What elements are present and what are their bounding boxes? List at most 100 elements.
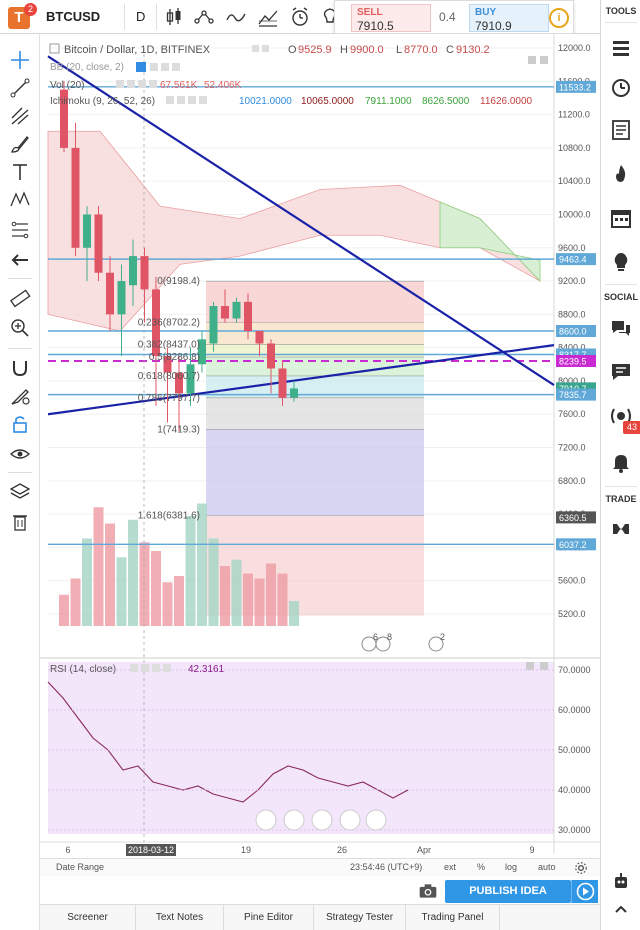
vol-settings-icon[interactable] <box>127 80 135 88</box>
publish-video-button[interactable] <box>571 880 598 903</box>
alerts-clock-icon[interactable] <box>609 76 633 100</box>
candle-style-icon[interactable] <box>162 5 186 29</box>
date-range-button[interactable]: Date Range <box>56 862 105 872</box>
vol-eye-icon[interactable] <box>116 80 124 88</box>
us-flag-icon[interactable] <box>375 636 391 652</box>
tab-strategy-tester[interactable]: Strategy Tester <box>314 905 406 930</box>
magnet-icon[interactable] <box>8 356 32 380</box>
idea-lightbulb-icon[interactable] <box>318 5 342 29</box>
bb-toggle-icon[interactable] <box>136 62 146 72</box>
bb-add-icon[interactable] <box>161 63 169 71</box>
vol-close-icon[interactable] <box>149 80 157 88</box>
vol-add-icon[interactable] <box>138 80 146 88</box>
pitchfork-icon[interactable] <box>8 104 32 128</box>
alert-clock-icon[interactable] <box>288 5 312 29</box>
fib-retracement-icon[interactable] <box>8 218 32 242</box>
symbol-search-button[interactable]: BTCUSD <box>46 9 101 24</box>
price-tag-label: 11533.2 <box>559 82 591 92</box>
indicators-icon[interactable] <box>224 5 248 29</box>
chart-navigation[interactable] <box>255 809 387 831</box>
pattern-icon[interactable] <box>8 188 32 212</box>
tab-pine-editor[interactable]: Pine Editor <box>224 905 314 930</box>
ichimoku-eye-icon[interactable] <box>166 96 174 104</box>
bb-close-icon[interactable] <box>172 63 180 71</box>
rsi-legend: RSI (14, close) 42.3161 <box>50 662 548 675</box>
chat-icon[interactable] <box>609 316 633 340</box>
legend-settings-icon[interactable] <box>262 45 269 52</box>
ichimoku-cloud <box>47 130 541 332</box>
sell-button[interactable]: SELL 7910.5 <box>351 4 431 33</box>
rsi-pane-close-icon[interactable] <box>540 662 548 670</box>
price-tick-label: 9600.0 <box>558 243 586 253</box>
chart-area[interactable]: 12000.011600.011200.010800.010400.010000… <box>40 34 600 880</box>
trading-arrows-icon[interactable] <box>609 518 633 542</box>
time-axis[interactable]: 6 2018-03-12 19 26 Apr 9 <box>40 841 600 856</box>
info-icon[interactable]: i <box>549 8 569 28</box>
brush-icon[interactable] <box>8 132 32 156</box>
ruler-icon[interactable] <box>8 286 32 310</box>
idea-bulb-icon[interactable] <box>609 250 633 274</box>
calendar-icon[interactable] <box>609 206 633 230</box>
collapse-legend-icon[interactable] <box>49 43 60 54</box>
candle-body <box>117 281 126 315</box>
rsi-eye-icon[interactable] <box>130 664 138 672</box>
percent-toggle[interactable]: % <box>477 862 486 872</box>
zoom-out-icon[interactable] <box>283 809 305 831</box>
rsi-pane-more-icon[interactable] <box>526 662 534 670</box>
tab-screener[interactable]: Screener <box>40 905 136 930</box>
text-tool-icon[interactable] <box>8 160 32 184</box>
notifications-bell-icon[interactable] <box>609 450 633 474</box>
camera-icon[interactable] <box>418 882 438 900</box>
log-toggle[interactable]: log <box>505 862 518 872</box>
lock-icon[interactable] <box>8 412 32 436</box>
candle-body <box>106 272 114 315</box>
buy-button[interactable]: BUY 7910.9 <box>469 4 549 33</box>
legend-eye-icon[interactable] <box>252 45 259 52</box>
ext-toggle[interactable]: ext <box>444 862 457 872</box>
candle-body <box>267 343 275 369</box>
pane-more-icon[interactable] <box>528 56 536 64</box>
reset-icon[interactable] <box>339 809 361 831</box>
us-flag-icon[interactable] <box>428 636 444 652</box>
pane-close-icon[interactable] <box>540 56 548 64</box>
templates-icon[interactable] <box>256 5 280 29</box>
expand-arrow-icon[interactable] <box>609 898 633 922</box>
eye-icon[interactable] <box>8 442 32 466</box>
rsi-add-icon[interactable] <box>152 664 160 672</box>
robot-icon[interactable] <box>609 870 633 894</box>
chat-list-icon[interactable] <box>609 360 633 384</box>
trash-icon[interactable] <box>8 510 32 534</box>
data-window-icon[interactable] <box>609 118 633 142</box>
rsi-settings-icon[interactable] <box>141 664 149 672</box>
chart-settings-gear-icon[interactable] <box>574 861 588 875</box>
auto-toggle[interactable]: auto <box>538 862 556 872</box>
compare-icon[interactable] <box>192 5 216 29</box>
stay-in-drawing-mode-icon[interactable] <box>8 384 32 408</box>
back-arrow-icon[interactable] <box>8 248 32 272</box>
candle-body <box>221 306 229 319</box>
crosshair-icon[interactable] <box>8 48 32 72</box>
layers-icon[interactable] <box>8 480 32 504</box>
ichimoku-settings-icon[interactable] <box>177 96 185 104</box>
hotlist-flame-icon[interactable] <box>609 162 633 186</box>
interval-button[interactable]: D <box>136 9 146 24</box>
scroll-left-icon[interactable] <box>255 809 277 831</box>
l-value: 8770.0 <box>404 44 438 56</box>
rsi-axis: 70.0000 60.0000 50.0000 40.0000 30.0000 <box>48 665 591 835</box>
ichimoku-close-icon[interactable] <box>199 96 207 104</box>
zoom-in-icon[interactable] <box>8 316 32 340</box>
tab-trading-panel[interactable]: Trading Panel <box>406 905 500 930</box>
watchlist-icon[interactable] <box>609 36 633 60</box>
bb-settings-icon[interactable] <box>150 63 158 71</box>
tab-text-notes[interactable]: Text Notes <box>136 905 224 930</box>
scroll-right-icon[interactable] <box>365 809 387 831</box>
clock-label[interactable]: 23:54:46 (UTC+9) <box>350 862 423 872</box>
ichimoku-add-icon[interactable] <box>188 96 196 104</box>
trend-line-icon[interactable] <box>8 76 32 100</box>
divider <box>605 284 637 285</box>
zoom-in-nav-icon[interactable] <box>311 809 333 831</box>
fib-band <box>206 322 424 345</box>
event-markers[interactable]: 6 8 2 <box>361 632 445 652</box>
publish-idea-button[interactable]: PUBLISH IDEA <box>445 880 571 903</box>
rsi-close-icon[interactable] <box>163 664 171 672</box>
